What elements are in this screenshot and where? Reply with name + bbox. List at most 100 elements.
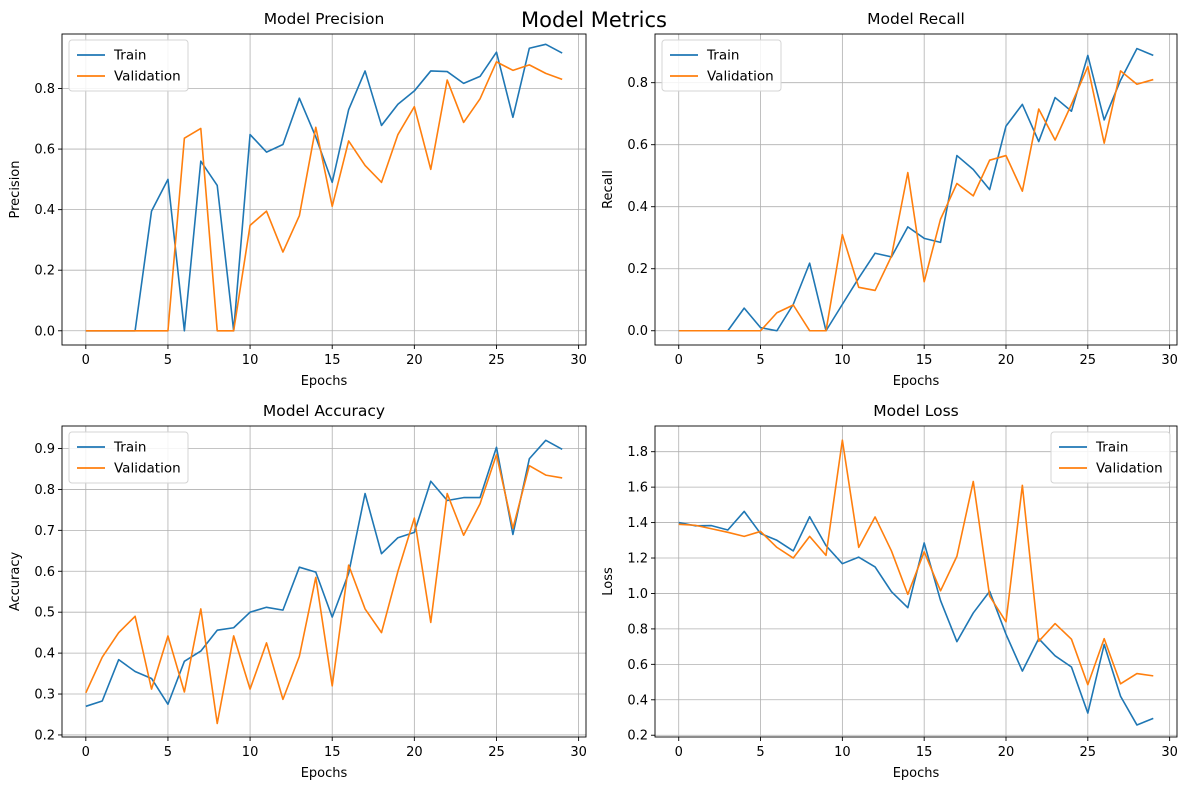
model-precision-y-tick-label: 0.4 (34, 203, 55, 218)
model-accuracy-x-tick-label: 25 (488, 745, 505, 760)
figure-suptitle: Model Metrics (521, 8, 667, 32)
model-recall-y-tick-label: 0.0 (627, 324, 648, 339)
model-loss-y-tick-label: 1.2 (627, 552, 648, 567)
model-loss-chart: 0 5 10 15 20 25 30 0.2 0.4 0.6 0.8 1.0 1.2 1.4 1.6 1.8 M… (601, 402, 1178, 781)
model-precision-x-tick-label: 0 (82, 353, 90, 368)
model-precision-y-tick-label: 0.8 (34, 82, 55, 97)
model-precision-series-train-line (85, 43, 563, 332)
model-loss-y-tick-label: 1.0 (627, 587, 648, 602)
model-loss-y-axis-label: Loss (601, 567, 616, 596)
model-loss-legend-box (1050, 431, 1171, 484)
model-loss-series-validation-line (678, 439, 1154, 686)
model-recall-legend: Train Validation (661, 39, 782, 92)
model-recall-y-tick-label: 0.2 (627, 262, 648, 277)
model-recall-legend-label-train: Train (706, 48, 739, 64)
model-loss-y-tick-label: 1.6 (627, 481, 648, 496)
model-loss-y-tick-label: 0.8 (627, 622, 648, 637)
model-loss-x-tick-label: 5 (756, 745, 764, 760)
model-recall-x-tick-label: 25 (1080, 353, 1097, 368)
model-loss-legend-label-validation: Validation (1096, 461, 1163, 477)
model-loss-title: Model Loss (873, 402, 958, 420)
model-loss-x-tick-label: 10 (834, 745, 851, 760)
model-recall-series-train-line (678, 47, 1154, 332)
model-accuracy-y-tick-label: 0.4 (34, 647, 55, 662)
model-loss-axes-frame (654, 425, 1178, 738)
model-precision-y-tick-label: 0.6 (34, 143, 55, 158)
model-loss-x-tick-label: 15 (916, 745, 933, 760)
model-accuracy-x-tick-label: 0 (82, 745, 90, 760)
model-accuracy-y-axis-label: Accuracy (8, 552, 23, 612)
model-recall-x-tick-label: 5 (756, 353, 764, 368)
model-precision-y-axis-label: Precision (8, 160, 23, 218)
model-precision-x-tick-label: 10 (242, 353, 259, 368)
model-accuracy-x-tick-label: 5 (164, 745, 172, 760)
model-recall-y-axis-label: Recall (601, 170, 616, 209)
model-recall-x-tick-label: 20 (998, 353, 1015, 368)
model-precision-legend-label-validation: Validation (114, 69, 181, 85)
model-recall-title: Model Recall (867, 10, 965, 28)
model-recall-legend-box (661, 39, 782, 92)
model-accuracy-y-tick-label: 0.5 (34, 606, 55, 621)
model-accuracy-legend: Train Validation (68, 431, 189, 484)
model-precision-legend-box (68, 39, 189, 92)
model-loss-y-tick-label: 0.6 (627, 658, 648, 673)
model-precision-x-tick-label: 30 (570, 353, 587, 368)
model-precision-series-validation-line (85, 61, 563, 332)
model-precision-chart: 0 5 10 15 20 25 30 0.0 0.2 0.4 0.6 0.8 Model Precisi… (8, 10, 587, 389)
model-recall-x-tick-label: 0 (675, 353, 683, 368)
model-precision-title: Model Precision (264, 10, 385, 28)
model-recall-y-tick-label: 0.4 (627, 200, 648, 215)
model-accuracy-y-tick-label: 0.7 (34, 524, 55, 539)
model-accuracy-x-tick-label: 30 (570, 745, 587, 760)
model-accuracy-x-tick-label: 20 (406, 745, 423, 760)
model-accuracy-x-tick-label: 10 (242, 745, 259, 760)
model-recall-y-tick-label: 0.6 (627, 138, 648, 153)
model-recall-y-tick-label: 0.8 (627, 76, 648, 91)
model-loss-x-tick-label: 20 (998, 745, 1015, 760)
model-loss-y-tick-label: 0.4 (627, 693, 648, 708)
model-accuracy-axes-frame (61, 425, 587, 738)
model-loss-y-tick-label: 1.8 (627, 445, 648, 460)
model-precision-legend: Train Validation (68, 39, 189, 92)
model-accuracy-y-tick-label: 0.6 (34, 565, 55, 580)
model-accuracy-y-tick-label: 0.8 (34, 483, 55, 498)
model-precision-x-tick-label: 20 (406, 353, 423, 368)
model-loss-x-tick-label: 25 (1080, 745, 1097, 760)
model-accuracy-legend-label-train: Train (113, 440, 146, 456)
model-precision-x-tick-label: 5 (164, 353, 172, 368)
model-precision-y-tick-label: 0.0 (34, 324, 55, 339)
model-loss-y-tick-label: 1.4 (627, 516, 648, 531)
model-recall-axes-frame (654, 33, 1178, 346)
model-accuracy-y-tick-label: 0.2 (34, 728, 55, 743)
model-recall-x-axis-label: Epochs (893, 374, 940, 389)
model-precision-x-tick-label: 15 (324, 353, 341, 368)
model-recall-legend-label-validation: Validation (707, 69, 774, 85)
model-accuracy-y-tick-label: 0.9 (34, 442, 55, 457)
model-loss-x-axis-label: Epochs (893, 766, 940, 781)
model-recall-series-validation-line (678, 65, 1154, 332)
model-accuracy-x-axis-label: Epochs (301, 766, 348, 781)
model-loss-legend-label-train: Train (1095, 440, 1128, 456)
model-accuracy-chart: 0 5 10 15 20 25 30 0.2 0.3 0.4 0.5 0.6 0.7 0.8 0.9 Mode… (8, 402, 587, 781)
model-loss-x-tick-label: 30 (1161, 745, 1178, 760)
model-precision-y-tick-label: 0.2 (34, 264, 55, 279)
model-accuracy-legend-box (68, 431, 189, 484)
model-precision-x-tick-label: 25 (488, 353, 505, 368)
model-recall-chart: 0 5 10 15 20 25 30 0.0 0.2 0.4 0.6 0.8 Model Recall E… (601, 10, 1178, 389)
model-loss-x-tick-label: 0 (675, 745, 683, 760)
model-precision-x-axis-label: Epochs (301, 374, 348, 389)
model-accuracy-y-tick-label: 0.3 (34, 688, 55, 703)
model-recall-x-tick-label: 10 (834, 353, 851, 368)
model-accuracy-series-validation-line (85, 453, 563, 725)
model-accuracy-series-train-line (85, 439, 563, 708)
model-accuracy-title: Model Accuracy (263, 402, 385, 420)
model-accuracy-legend-label-validation: Validation (114, 461, 181, 477)
model-accuracy-x-tick-label: 15 (324, 745, 341, 760)
model-recall-x-tick-label: 15 (916, 353, 933, 368)
model-recall-x-tick-label: 30 (1161, 353, 1178, 368)
model-loss-legend: Train Validation (1050, 431, 1171, 484)
model-precision-axes-frame (61, 33, 587, 346)
model-precision-legend-label-train: Train (113, 48, 146, 64)
